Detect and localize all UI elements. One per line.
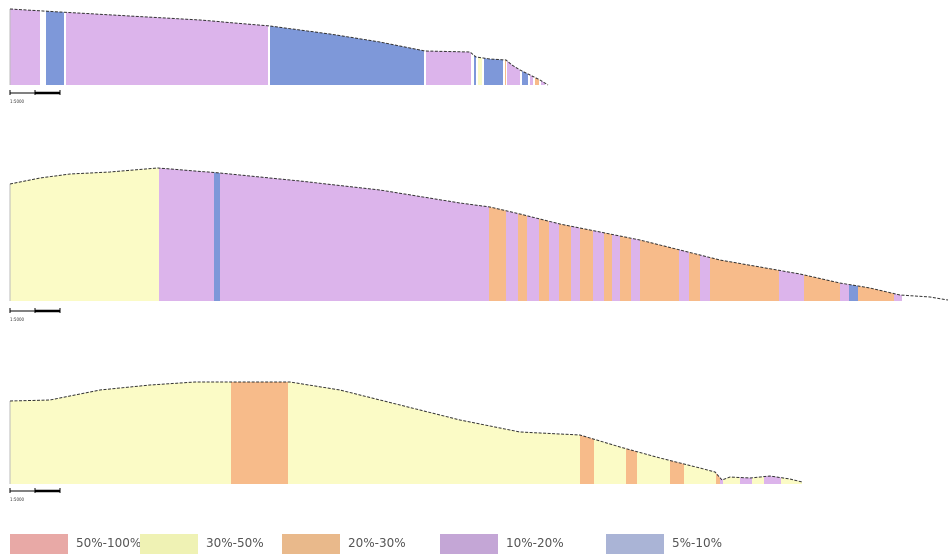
slope-segment-c10-20: [530, 75, 533, 85]
slope-segment-c30-50: [723, 477, 740, 484]
legend-swatch-20-30: [282, 534, 340, 554]
slope-segment-c20-30: [689, 252, 700, 301]
slope-segment-c30-50: [10, 382, 231, 484]
scale-bar: 1:5000: [9, 308, 61, 322]
legend-swatch-30-50: [140, 534, 198, 554]
slope-segment-c10-20: [549, 221, 559, 301]
legend-swatch-50-100: [10, 534, 68, 554]
legend-label-50-100: 50%-100%: [76, 536, 142, 550]
slope-segment-c30-50: [478, 57, 482, 85]
slope-segment-c5-10: [270, 26, 424, 85]
slope-profile-1: 1:5000: [9, 8, 549, 104]
slope-segment-c10-20: [631, 238, 640, 301]
slope-segment-c20-30: [716, 473, 720, 484]
terrain-outline: [9, 381, 803, 483]
slope-segment-c20-30: [559, 223, 571, 301]
slope-segment-c30-50: [637, 451, 670, 484]
slope-segment-c10-20: [10, 9, 40, 85]
slope-segment-c20-30: [505, 59, 506, 85]
slope-segment-c20-30: [580, 228, 593, 301]
slope-profile-3: 1:5000: [9, 381, 803, 502]
slope-segment-c30-50: [752, 476, 764, 484]
slope-segment-c5-10: [46, 11, 64, 86]
slope-segment-c30-50: [594, 439, 626, 484]
legend-label-5-10: 5%-10%: [672, 536, 723, 550]
slope-segment-c20-30: [620, 236, 631, 301]
slope-segment-c10-20: [740, 477, 752, 484]
slope-segment-c20-30: [670, 460, 684, 484]
slope-segment-c10-20: [612, 234, 620, 301]
slope-segment-c20-30: [858, 286, 894, 301]
slope-segment-c20-30: [231, 382, 288, 484]
slope-segment-c10-20: [507, 60, 520, 85]
slope-segment-c20-30: [489, 206, 506, 301]
slope-segment-c20-30: [604, 232, 612, 301]
slope-segment-c30-50: [684, 464, 716, 484]
slope-segment-c10-20: [840, 283, 849, 301]
legend-swatch-10-20: [440, 534, 498, 554]
slope-legend: 50%-100% 30%-50% 20%-30% 10%-20% 5%-10%: [0, 532, 950, 558]
slope-segment-c10-20: [700, 255, 710, 301]
scale-label: 1:5000: [10, 99, 25, 104]
slope-segment-c20-30: [539, 218, 549, 301]
scale-label: 1:5000: [10, 497, 25, 502]
scale-label: 1:5000: [10, 317, 25, 322]
scale-bar: 1:5000: [9, 90, 61, 104]
slope-segment-c10-20: [506, 210, 518, 301]
slope-segment-c20-30: [804, 274, 840, 301]
legend-label-20-30: 20%-30%: [348, 536, 406, 550]
slope-segment-c20-30: [580, 435, 594, 484]
slope-segment-c5-10: [484, 58, 503, 85]
slope-segment-c10-20: [779, 270, 804, 301]
slope-segment-c30-50: [781, 477, 802, 484]
legend-label-10-20: 10%-20%: [506, 536, 564, 550]
legend-label-30-50: 30%-50%: [206, 536, 264, 550]
slope-segment-c10-20: [593, 230, 604, 301]
slope-segment-c5-10: [522, 71, 528, 85]
slope-segment-c5-10: [849, 284, 858, 301]
slope-segment-c10-20: [571, 226, 580, 301]
slope-segment-c20-30: [640, 240, 679, 301]
slope-segment-c10-20: [159, 168, 214, 301]
slope-segment-c10-20: [894, 293, 902, 301]
legend-swatch-5-10: [606, 534, 664, 554]
slope-segment-c20-30: [626, 448, 637, 484]
slope-segment-c5-10: [214, 172, 220, 301]
terrain-outline: [9, 8, 549, 86]
scale-bar: 1:5000: [9, 488, 61, 502]
slope-segment-c30-50: [10, 168, 159, 301]
slope-segment-c20-30: [710, 257, 779, 301]
terrain-outline: [9, 167, 949, 301]
slope-segment-c10-20: [679, 249, 689, 301]
slope-segment-c30-50: [288, 382, 580, 484]
slope-segment-c10-20: [527, 215, 539, 301]
slope-segment-c20-30: [518, 213, 527, 301]
slope-segment-c10-20: [220, 173, 489, 301]
slope-segment-c10-20: [764, 476, 781, 484]
slope-profile-2: 1:5000: [9, 167, 949, 322]
slope-segment-c5-10: [474, 55, 476, 85]
slope-segment-c10-20: [66, 12, 268, 85]
slope-segment-c10-20: [426, 51, 471, 85]
